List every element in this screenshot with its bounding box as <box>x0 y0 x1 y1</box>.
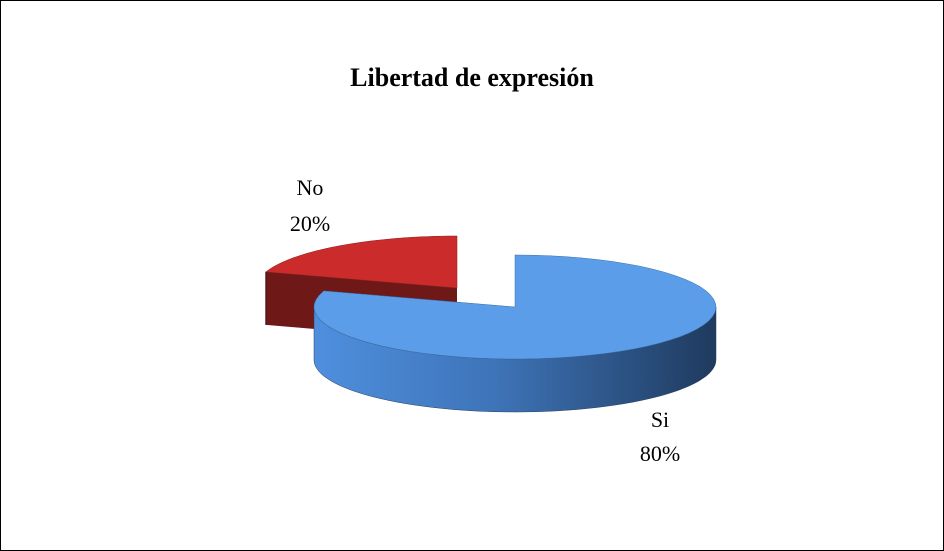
chart-title: Libertad de expresión <box>350 63 594 92</box>
category-label: No <box>297 175 324 200</box>
category-label: Si <box>651 407 669 432</box>
value-label: 80% <box>640 441 680 466</box>
value-label: 20% <box>290 211 330 236</box>
slice <box>313 254 717 360</box>
slice <box>265 235 458 289</box>
